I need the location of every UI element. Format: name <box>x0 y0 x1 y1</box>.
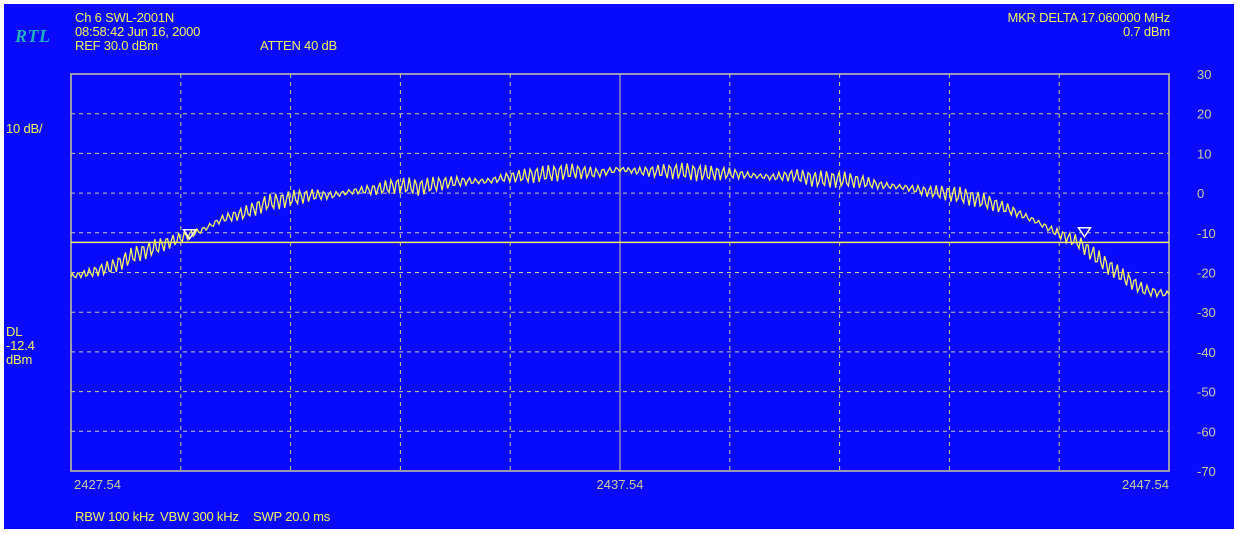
x-tick-label: 2427.54 <box>74 477 121 492</box>
marker-delta-value: 0.7 dBm <box>1122 24 1170 39</box>
spectrum-plot: 30 20 10 0 -10 -20 -30 -40 -50 -60 -70 2427.54 2437.… <box>70 67 1216 492</box>
datetime: 08:58:42 Jun 16, 2000 <box>75 24 201 39</box>
y-tick-label: -30 <box>1197 305 1216 320</box>
channel-title: Ch 6 SWL-2001N <box>75 10 175 25</box>
marker-triangle <box>1077 227 1092 239</box>
y-tick-label: 10 <box>1197 146 1211 161</box>
ref-level: REF 30.0 dBm <box>75 38 158 53</box>
x-tick-label: 2447.54 <box>1122 477 1169 492</box>
x-tick-label: 2437.54 <box>597 477 644 492</box>
rbw-setting: RBW 100 kHz <box>75 509 155 524</box>
y-tick-label: 30 <box>1197 67 1211 82</box>
spectrum-trace <box>70 162 1170 299</box>
attenuation: ATTEN 40 dB <box>260 38 338 53</box>
y-tick-label: -40 <box>1197 345 1216 360</box>
marker-delta-label: MKR DELTA 17.060000 MHz <box>1007 10 1170 25</box>
y-tick-label: 0 <box>1197 186 1204 201</box>
display-line-unit: dBm <box>6 352 33 367</box>
y-tick-label: -10 <box>1197 226 1216 241</box>
display-line-label: DL <box>6 324 23 339</box>
y-tick-label: 20 <box>1197 107 1211 122</box>
y-tick-label: -20 <box>1197 266 1216 281</box>
y-tick-label: -70 <box>1197 464 1216 479</box>
sweep-time: SWP 20.0 ms <box>253 509 331 524</box>
y-tick-label: -60 <box>1197 424 1216 439</box>
marker-triangle <box>182 229 197 241</box>
scale-per-div: 10 dB/ <box>6 121 43 136</box>
brand-logo: RTL <box>15 26 51 46</box>
vbw-setting: VBW 300 kHz <box>160 509 239 524</box>
display-line-value: -12.4 <box>6 338 35 353</box>
analyzer-screen: RTL Ch 6 SWL-2001N 08:58:42 Jun 16, 2000… <box>4 4 1234 529</box>
plot-frame <box>70 73 1170 472</box>
y-tick-label: -50 <box>1197 385 1216 400</box>
